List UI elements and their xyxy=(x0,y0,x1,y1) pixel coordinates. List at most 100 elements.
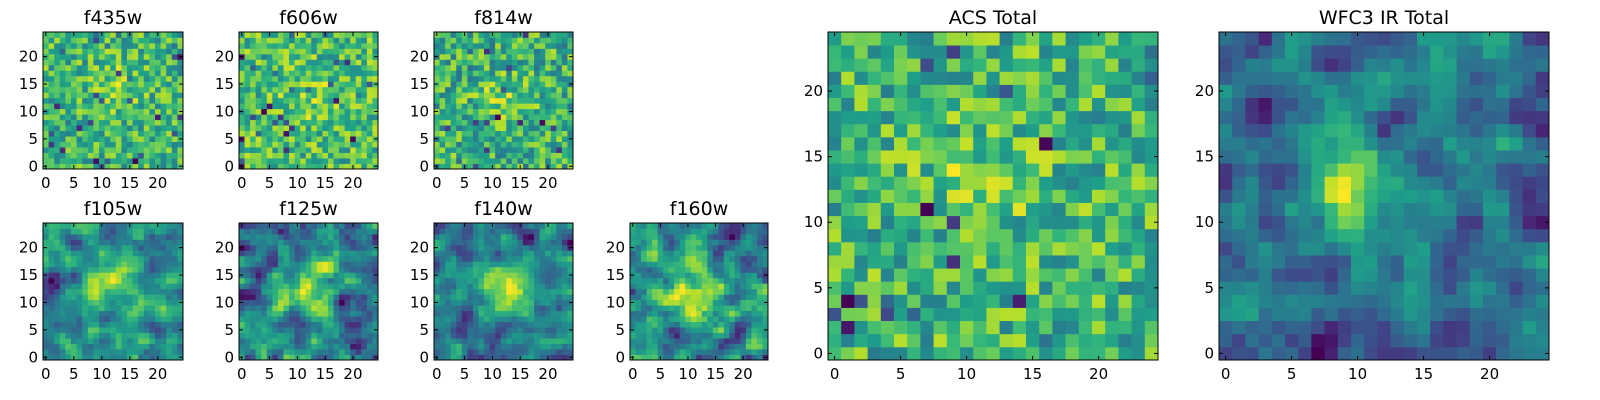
heatmap-cell xyxy=(495,305,502,312)
heatmap-cell xyxy=(679,349,686,355)
heatmap-cell xyxy=(550,310,557,317)
heatmap-cell xyxy=(87,37,94,44)
heatmap-cell xyxy=(685,343,692,350)
heatmap-cell xyxy=(539,338,546,344)
heatmap-cell xyxy=(149,299,156,306)
heatmap-cell xyxy=(244,37,251,44)
heatmap-cell xyxy=(522,64,529,71)
heatmap-cell xyxy=(115,244,122,251)
heatmap-cell xyxy=(828,268,842,282)
heatmap-cell xyxy=(300,53,307,60)
heatmap-cell xyxy=(48,53,55,60)
heatmap-cell xyxy=(283,97,290,104)
x-tick-label: 5 xyxy=(656,365,666,383)
heatmap-cell xyxy=(149,310,156,317)
heatmap-cell xyxy=(93,272,100,279)
heatmap-cell xyxy=(946,333,961,348)
heatmap-cell xyxy=(344,316,351,323)
heatmap-cell xyxy=(300,152,307,159)
heatmap-cells xyxy=(434,223,574,361)
heatmap-cell xyxy=(920,202,934,217)
heatmap-cell xyxy=(528,332,535,339)
heatmap-cell xyxy=(545,305,552,312)
heatmap-cell xyxy=(289,349,295,355)
heatmap-cell xyxy=(841,268,855,282)
heatmap-cell xyxy=(339,299,346,306)
heatmap-cell xyxy=(250,114,257,121)
heatmap-cell xyxy=(517,81,524,88)
heatmap-cell xyxy=(685,310,692,317)
heatmap-cell xyxy=(65,136,72,142)
heatmap-cell xyxy=(99,272,105,279)
heatmap-cell xyxy=(311,114,318,121)
heatmap-cell xyxy=(171,299,178,306)
heatmap-cell xyxy=(132,327,139,333)
heatmap-cell xyxy=(467,64,474,71)
heatmap-cell xyxy=(65,332,72,339)
heatmap-cell xyxy=(121,321,128,328)
heatmap-cell xyxy=(528,75,535,82)
heatmap-cell xyxy=(160,147,167,153)
heatmap-cell xyxy=(986,84,1000,98)
heatmap-cell xyxy=(946,32,961,46)
heatmap-cell xyxy=(322,158,329,164)
heatmap-cell xyxy=(1012,176,1027,190)
heatmap-cell xyxy=(472,228,479,235)
heatmap-cell xyxy=(456,288,463,295)
heatmap-cell xyxy=(685,327,692,333)
heatmap-cell xyxy=(567,103,574,110)
heatmap-cell xyxy=(707,233,714,240)
heatmap-cell xyxy=(166,125,173,132)
heatmap-cell xyxy=(104,244,111,251)
heatmap-cell xyxy=(93,349,100,355)
heatmap-cell xyxy=(322,53,329,60)
heatmap-cell xyxy=(495,272,502,279)
heatmap-cell xyxy=(880,45,895,59)
heatmap-cell xyxy=(327,158,334,164)
heatmap-cell xyxy=(641,338,647,344)
heatmap-cell xyxy=(54,244,61,251)
heatmap-cell xyxy=(550,250,557,257)
x-tick-label: 0 xyxy=(237,365,247,383)
heatmap-cell xyxy=(718,343,725,350)
heatmap-cell xyxy=(160,288,167,295)
heatmap-cell xyxy=(261,75,268,82)
heatmap-cell xyxy=(445,354,452,361)
y-tick-label: 15 xyxy=(410,266,429,284)
heatmap-cell xyxy=(104,37,111,44)
x-tick-label: 10 xyxy=(288,174,307,192)
heatmap-cell xyxy=(160,233,167,240)
heatmap-cell xyxy=(138,32,145,38)
heatmap-cell xyxy=(500,228,507,235)
heatmap-cell xyxy=(500,321,507,328)
heatmap-cell xyxy=(155,316,161,323)
heatmap-cell xyxy=(646,332,653,339)
heatmap-cell xyxy=(685,250,692,257)
heatmap-cell xyxy=(511,321,518,328)
heatmap-cell xyxy=(652,244,658,251)
heatmap-cell xyxy=(104,288,111,295)
heatmap-cell xyxy=(115,158,122,164)
heatmap-cell xyxy=(712,283,719,290)
heatmap-cell xyxy=(121,343,128,350)
heatmap-cell xyxy=(500,338,507,344)
heatmap-cell xyxy=(138,75,145,82)
heatmap-cell xyxy=(556,152,563,159)
heatmap-cell xyxy=(690,332,697,339)
heatmap-cell xyxy=(361,92,368,99)
heatmap-cell xyxy=(48,250,55,257)
heatmap-cell xyxy=(561,97,568,104)
heatmap-cell xyxy=(65,125,72,132)
heatmap-cell xyxy=(127,255,133,262)
heatmap-cell xyxy=(115,81,122,88)
heatmap-cell xyxy=(300,316,307,323)
heatmap-cell xyxy=(946,202,961,217)
heatmap-cell xyxy=(250,305,257,312)
heatmap-cell xyxy=(255,86,262,93)
heatmap-cell xyxy=(545,108,552,115)
heatmap-cell xyxy=(756,288,763,295)
heatmap-cell xyxy=(880,150,895,164)
heatmap-cell xyxy=(478,53,485,60)
heatmap-cell xyxy=(484,244,490,251)
